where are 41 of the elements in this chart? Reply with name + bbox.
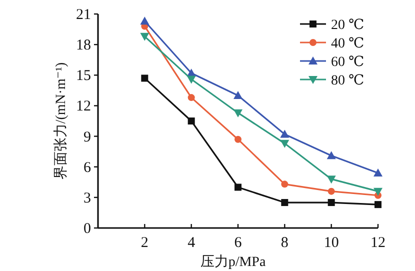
point (234, 109, 242, 118)
point (188, 94, 195, 102)
point (188, 118, 195, 124)
point (234, 184, 242, 191)
point (328, 188, 335, 195)
point (280, 130, 290, 138)
x-axis-title: 压力p/MPa (200, 254, 266, 270)
x-tick-label: 2 (140, 235, 148, 251)
y-tick-label: 12 (76, 98, 91, 115)
y-tick-label: 15 (76, 68, 91, 84)
point (326, 151, 336, 160)
y-tick-label: 0 (84, 221, 91, 237)
x-tick-label: 4 (188, 235, 196, 251)
y-tick-label: 18 (76, 38, 91, 54)
legend-label: 40 ℃ (331, 36, 364, 52)
legend-label: 60 ℃ (331, 55, 364, 70)
point (328, 199, 335, 206)
point (326, 176, 336, 184)
y-axis-title: 界面张力/(mN·m⁻¹) (53, 62, 69, 180)
point (141, 74, 148, 82)
y-tick-label: 3 (84, 190, 91, 206)
point (186, 76, 196, 84)
legend-label: 80 ℃ (331, 74, 364, 88)
point (140, 32, 150, 41)
point (140, 16, 150, 25)
y-tick-label: 6 (84, 160, 92, 176)
x-tick-label: 8 (280, 235, 288, 251)
point (374, 201, 382, 208)
point (234, 91, 242, 100)
x-tick-label: 6 (234, 235, 242, 251)
y-tick-label: 9 (84, 129, 91, 146)
point (281, 180, 288, 188)
point (234, 136, 242, 143)
x-tick-label: 10 (324, 235, 339, 251)
y-tick-label: 21 (76, 7, 91, 23)
point (281, 199, 288, 206)
x-tick-label: 12 (370, 235, 386, 251)
point (374, 188, 382, 196)
point (374, 168, 382, 176)
legend-label: 20 ℃ (331, 18, 364, 33)
point (280, 140, 290, 148)
